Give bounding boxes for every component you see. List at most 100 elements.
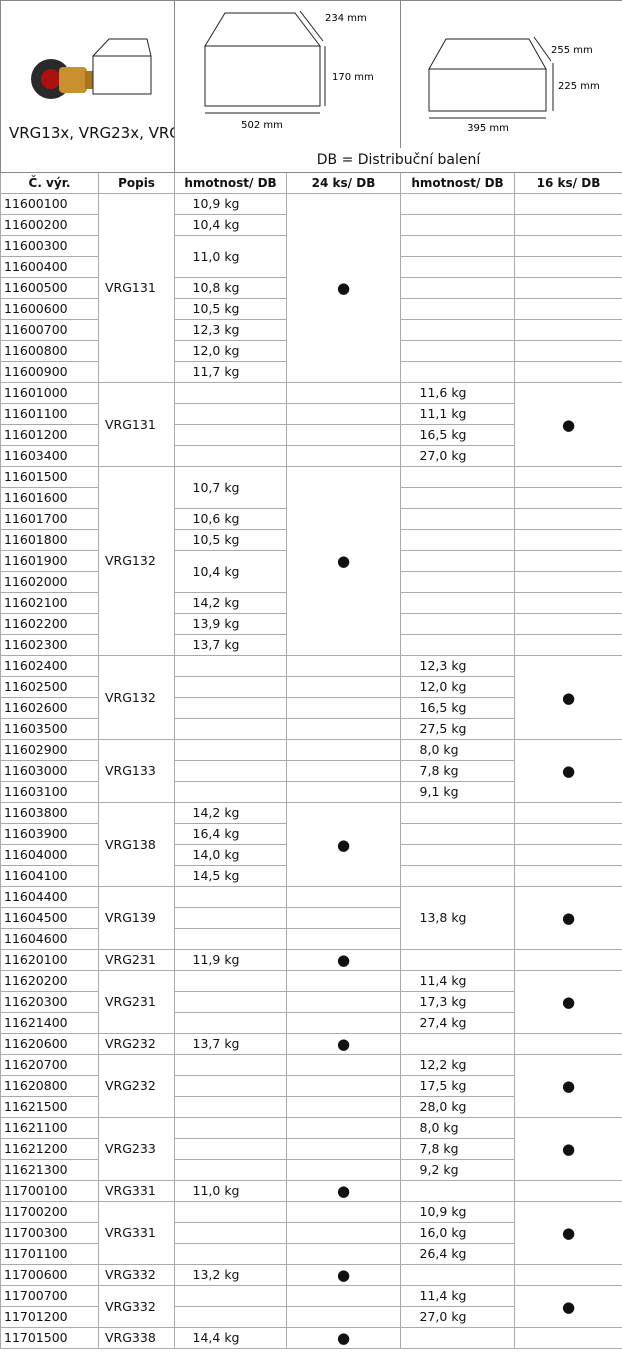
- product-code: 11604400: [0, 886, 99, 908]
- empty-cell: [514, 1264, 622, 1286]
- product-code: 11601000: [0, 382, 99, 404]
- weight-cell: 11,0 kg: [174, 235, 288, 278]
- empty-cell: [400, 634, 516, 656]
- product-type: VRG332: [97, 1264, 176, 1286]
- empty-cell: [514, 1327, 622, 1349]
- product-row: 11621200 7,8 kg: [0, 1138, 622, 1160]
- empty-cell: [400, 277, 516, 299]
- product-code: 11601200: [0, 424, 99, 446]
- weight: 11,0 kg: [192, 248, 240, 264]
- box1-diagram: 234 mm 170 mm 502 mm: [204, 10, 374, 131]
- weight: 10,4 kg: [192, 563, 240, 579]
- product-code: 11620700: [0, 1054, 99, 1076]
- empty-cell: [174, 1054, 288, 1076]
- weight: 16,4 kg: [192, 826, 240, 841]
- product-row: 11603100 9,1 kg: [0, 781, 622, 803]
- empty-cell: [286, 781, 402, 803]
- product-code: 11700600: [0, 1264, 99, 1286]
- weight: 7,8 kg: [419, 763, 459, 778]
- weight: 14,5 kg: [192, 868, 240, 883]
- empty-cell: [174, 382, 288, 404]
- weight-cell: 10,4 kg: [174, 550, 288, 593]
- column-header: 24 ks/ DB: [286, 172, 402, 194]
- weight-cell: 16,5 kg: [400, 424, 516, 446]
- weight: 11,4 kg: [419, 1288, 467, 1303]
- empty-cell: [174, 676, 288, 698]
- product-code: 11621400: [0, 1012, 99, 1034]
- weight: 10,5 kg: [192, 532, 240, 547]
- box2-height: 225 mm: [558, 81, 600, 92]
- product-row: 11620600 VRG232 13,7 kg ●: [0, 1033, 622, 1055]
- empty-cell: [400, 235, 516, 257]
- product-row: 11600100 VRG131 10,9 kg ●: [0, 193, 622, 383]
- product-code: 11603400: [0, 445, 99, 467]
- weight-cell: 28,0 kg: [400, 1096, 516, 1118]
- box2-top: [428, 38, 547, 70]
- box1-depth: 234 mm: [325, 13, 367, 24]
- product-row: 11700200 VRG331 10,9 kg ●: [0, 1201, 622, 1265]
- weight: 13,2 kg: [192, 1267, 240, 1282]
- package-mark: ●: [286, 193, 402, 383]
- header-row: VRG13x, VRG23x, VRG33x 234 mm 170 mm 502…: [0, 0, 622, 173]
- product-row: 11620200 VRG231 11,4 kg ●: [0, 970, 622, 1034]
- empty-cell: [174, 718, 288, 740]
- product-code: 11602400: [0, 655, 99, 677]
- product-code: 11604000: [0, 844, 99, 866]
- product-code: 11602900: [0, 739, 99, 761]
- product-row: 11602900 VRG133 8,0 kg ●: [0, 739, 622, 803]
- package-mark: ●: [286, 1180, 402, 1202]
- product-row: 11601600: [0, 487, 622, 509]
- weight-cell: 9,1 kg: [400, 781, 516, 803]
- empty-cell: [514, 508, 622, 530]
- product-code: 11602100: [0, 592, 99, 614]
- empty-cell: [286, 403, 402, 425]
- weight: 13,8 kg: [419, 910, 467, 925]
- product-code: 11603100: [0, 781, 99, 803]
- package-mark: ●: [514, 1117, 622, 1181]
- product-code: 11620600: [0, 1033, 99, 1055]
- product-row: 11620700 VRG232 12,2 kg ●: [0, 1054, 622, 1118]
- product-code: 11701500: [0, 1327, 99, 1349]
- product-code: 11700700: [0, 1285, 99, 1307]
- weight: 11,1 kg: [419, 406, 467, 421]
- product-code: 11621200: [0, 1138, 99, 1160]
- empty-cell: [174, 1306, 288, 1328]
- weight-cell: 8,0 kg: [400, 739, 516, 761]
- empty-cell: [286, 760, 402, 782]
- weight-cell: 12,3 kg: [400, 655, 516, 677]
- product-row: 11601000 VRG131 11,6 kg ●: [0, 382, 622, 467]
- empty-cell: [514, 319, 622, 341]
- weight-cell: 10,7 kg: [174, 466, 288, 509]
- weight-cell: 16,0 kg: [400, 1222, 516, 1244]
- product-code: 11602500: [0, 676, 99, 698]
- weight-cell: 14,4 kg: [174, 1327, 288, 1349]
- product-row: 11701200 27,0 kg: [0, 1306, 622, 1328]
- weight: 16,5 kg: [419, 700, 467, 715]
- empty-cell: [400, 319, 516, 341]
- weight-cell: 10,5 kg: [174, 529, 288, 551]
- empty-cell: [514, 529, 622, 551]
- weight: 27,5 kg: [419, 721, 467, 736]
- product-type: VRG138: [97, 802, 176, 887]
- package-mark: ●: [286, 1264, 402, 1286]
- package-mark: ●: [514, 1201, 622, 1265]
- package-mark: ●: [286, 1327, 402, 1349]
- empty-cell: [400, 508, 516, 530]
- weight-cell: 13,7 kg: [174, 634, 288, 656]
- weight: 11,7 kg: [192, 364, 240, 379]
- weight: 12,0 kg: [419, 679, 467, 694]
- weight: 10,8 kg: [192, 280, 240, 295]
- empty-cell: [400, 340, 516, 362]
- product-type: VRG232: [97, 1033, 176, 1055]
- empty-cell: [174, 760, 288, 782]
- product-row: 11602300 13,7 kg: [0, 634, 622, 656]
- empty-cell: [514, 298, 622, 320]
- product-row: 11603500 27,5 kg: [0, 718, 622, 740]
- weight: 12,3 kg: [419, 658, 467, 673]
- weight-cell: 12,3 kg: [174, 319, 288, 341]
- empty-cell: [286, 1117, 402, 1139]
- empty-cell: [174, 1012, 288, 1034]
- product-type: VRG131: [97, 193, 176, 383]
